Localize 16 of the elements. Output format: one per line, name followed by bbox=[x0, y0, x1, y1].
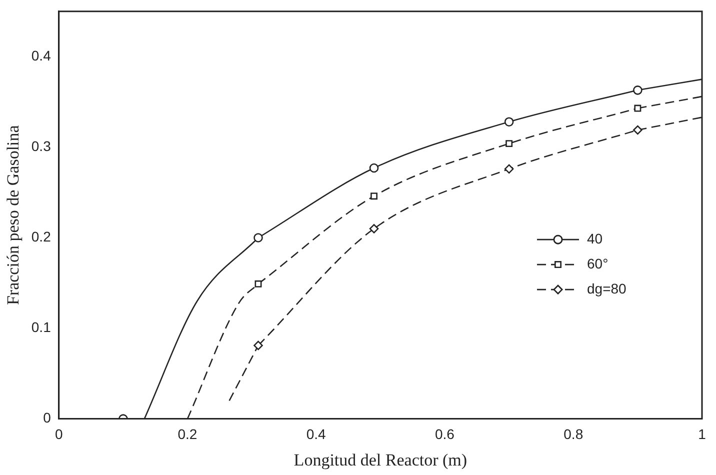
legend-label: dg=80 bbox=[587, 280, 627, 296]
y-tick-label: 0.4 bbox=[31, 48, 52, 64]
legend-label: 40 bbox=[587, 230, 603, 246]
y-tick-label: 0.2 bbox=[31, 228, 52, 245]
y-axis-title: Fracción peso de Gasolina bbox=[4, 124, 23, 306]
x-tick-label: 0.2 bbox=[178, 426, 198, 442]
x-axis-title: Longitud del Reactor (m) bbox=[294, 450, 468, 470]
y-tick-label: 0 bbox=[43, 410, 52, 426]
x-tick-label: 1 bbox=[698, 426, 706, 442]
x-tick-label: 0 bbox=[54, 426, 63, 442]
y-tick-label: 0.1 bbox=[31, 319, 52, 336]
legend-label: 60° bbox=[587, 255, 608, 272]
x-tick-label: 0.8 bbox=[564, 426, 584, 442]
x-tick-label: 0.4 bbox=[306, 426, 326, 442]
x-tick-label: 0.6 bbox=[435, 426, 455, 442]
y-tick-label: 0.3 bbox=[31, 138, 52, 154]
